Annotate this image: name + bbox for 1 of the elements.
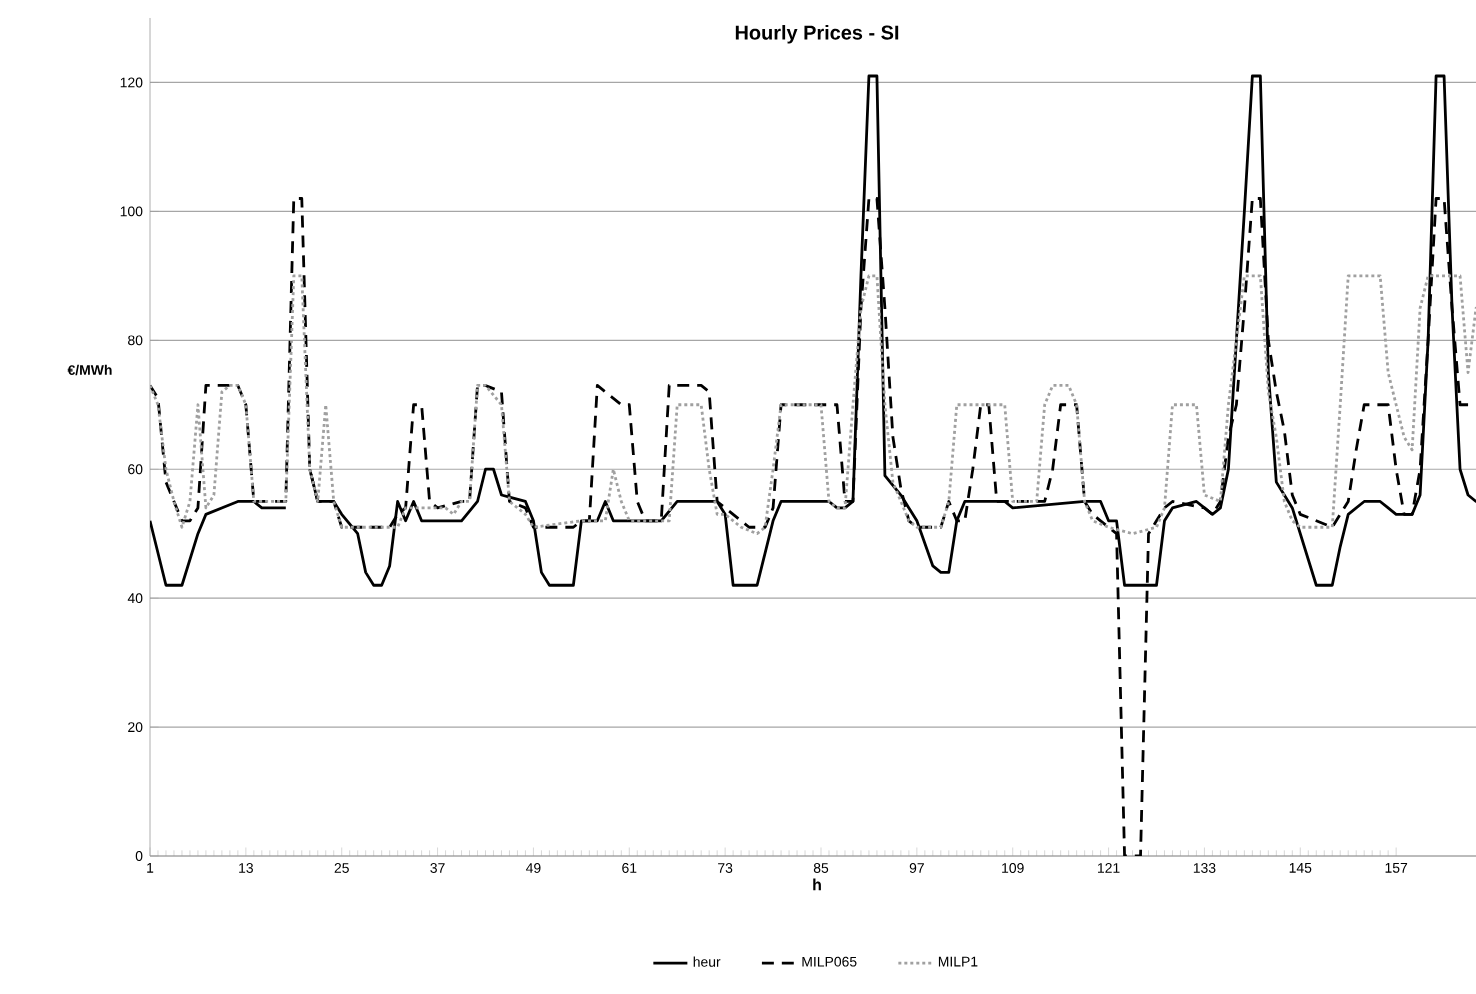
chart-title: Hourly Prices - SI: [735, 25, 899, 44]
